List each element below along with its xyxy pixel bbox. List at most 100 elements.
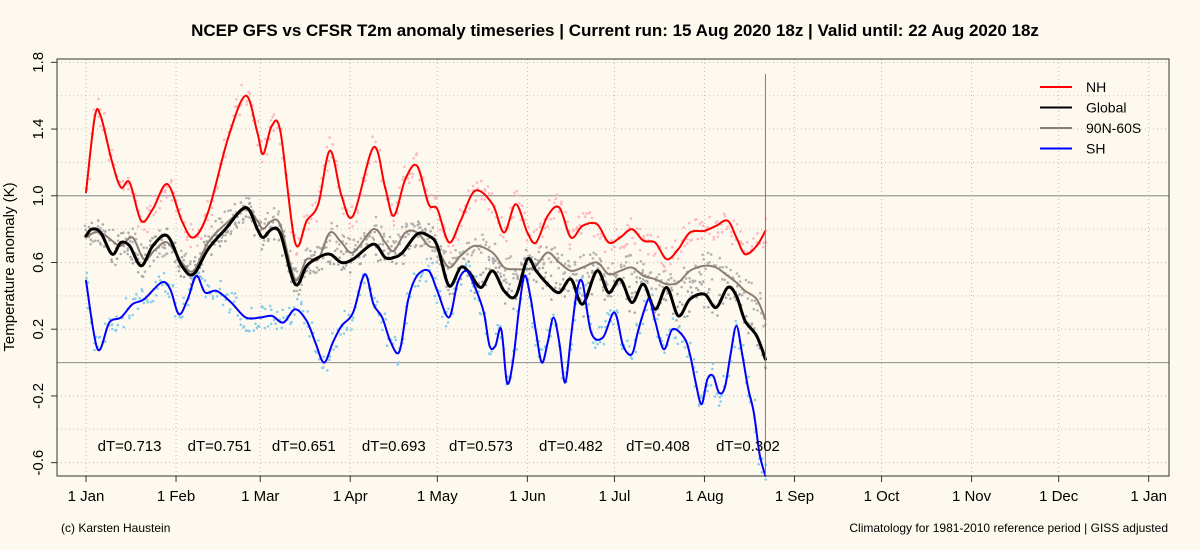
daily-dot-global [549, 274, 553, 278]
daily-dot-nh [335, 163, 339, 167]
daily-dot-nh [656, 235, 660, 239]
daily-dot-nh [356, 211, 360, 214]
daily-dot-nh [590, 216, 594, 220]
daily-dot-global [117, 234, 120, 237]
daily-dot-nh [603, 250, 607, 253]
daily-dot-sh [276, 310, 279, 314]
daily-dot-nh [696, 237, 699, 241]
daily-dot-nh [596, 233, 600, 236]
daily-dot-nh [327, 159, 331, 163]
daily-dot-sh [187, 303, 190, 307]
daily-dot-nh [700, 237, 704, 240]
daily-dot-sh [310, 321, 314, 324]
x-tick-label: 1 Jan [68, 488, 105, 505]
daily-dot-nh [732, 219, 736, 222]
dt-annotations: dT=0.713 dT=0.751 dT=0.651 dT=0.693 dT=0.573… [98, 438, 780, 455]
daily-dot-90n-60s [573, 260, 577, 264]
daily-dot-90n-60s [706, 251, 710, 255]
daily-dot-global [633, 311, 637, 315]
daily-dot-global [359, 262, 362, 266]
daily-dot-90n-60s [435, 260, 439, 264]
daily-dot-nh [315, 220, 319, 223]
daily-dot-global [733, 296, 736, 299]
daily-dot-sh [580, 276, 584, 280]
daily-dot-sh [680, 340, 684, 344]
daily-dot-nh [247, 90, 250, 94]
daily-dot-nh [731, 242, 734, 246]
daily-dot-nh [676, 257, 680, 260]
daily-dot-sh [351, 319, 354, 322]
daily-dot-nh [348, 222, 351, 225]
daily-dot-sh [289, 320, 293, 324]
daily-dot-nh [516, 194, 519, 197]
daily-dot-nh [438, 228, 442, 232]
daily-dot-nh [451, 244, 455, 247]
daily-dot-nh [762, 241, 765, 244]
daily-dot-nh [549, 218, 552, 221]
x-tick-label: 1 Nov [952, 488, 992, 505]
daily-dot-90n-60s [266, 211, 270, 215]
daily-dot-90n-60s [661, 285, 665, 289]
daily-dot-global [512, 307, 515, 311]
daily-dot-nh [457, 238, 460, 241]
daily-dot-nh [165, 185, 169, 188]
daily-dot-global [411, 223, 415, 226]
daily-dot-nh [307, 221, 311, 225]
daily-dot-global [394, 252, 397, 255]
daily-dot-nh [686, 237, 689, 241]
daily-dot-nh [532, 230, 536, 234]
daily-dot-sh [643, 299, 646, 303]
daily-dot-nh [196, 235, 200, 239]
daily-dot-90n-60s [89, 242, 92, 246]
daily-dot-nh [726, 225, 729, 229]
daily-dot-sh [161, 283, 164, 287]
daily-dot-global [390, 245, 393, 248]
daily-dot-global [686, 290, 690, 293]
daily-dot-sh [86, 307, 90, 310]
daily-dot-sh [706, 389, 709, 393]
daily-dot-global [179, 274, 183, 278]
daily-dot-90n-60s [371, 236, 374, 239]
daily-dot-nh [99, 124, 102, 128]
daily-dot-global [664, 299, 668, 302]
daily-dot-90n-60s [574, 273, 577, 276]
daily-dot-sh [534, 344, 537, 347]
daily-dot-global [320, 267, 324, 271]
legend-label: 90N-60S [1086, 120, 1141, 136]
y-tick-label: 1.8 [30, 52, 47, 73]
daily-dot-global [701, 280, 705, 283]
daily-dot-90n-60s [586, 271, 589, 275]
daily-dot-global [248, 202, 251, 206]
daily-dot-sh [168, 295, 171, 299]
daily-dot-90n-60s [591, 257, 595, 260]
daily-dot-global [697, 288, 700, 292]
daily-dot-sh [166, 292, 170, 296]
daily-dot-global [726, 281, 729, 284]
daily-dot-90n-60s [444, 250, 447, 253]
daily-dot-global [317, 268, 321, 272]
daily-dot-90n-60s [126, 247, 130, 250]
daily-dot-sh [717, 404, 721, 407]
daily-dot-sh [733, 345, 736, 349]
daily-dot-90n-60s [753, 299, 757, 303]
daily-dot-nh [350, 205, 354, 208]
daily-dot-90n-60s [512, 272, 515, 276]
daily-dot-90n-60s [746, 297, 750, 300]
daily-dot-nh [210, 213, 214, 217]
daily-dot-sh [546, 328, 549, 332]
daily-dot-sh [447, 307, 450, 311]
daily-dot-90n-60s [579, 255, 582, 259]
daily-dot-nh [199, 236, 203, 240]
daily-dot-nh [454, 236, 458, 240]
daily-dot-global [201, 270, 205, 273]
daily-dot-global [332, 262, 336, 266]
daily-dot-90n-60s [550, 247, 554, 251]
daily-dot-global [312, 270, 315, 273]
daily-dot-global [110, 260, 114, 264]
daily-dot-90n-60s [688, 280, 692, 284]
daily-dot-global [524, 248, 528, 252]
daily-dot-90n-60s [662, 270, 666, 273]
daily-dot-global [657, 313, 660, 317]
daily-dot-nh [519, 218, 523, 222]
daily-dot-nh [683, 244, 687, 248]
